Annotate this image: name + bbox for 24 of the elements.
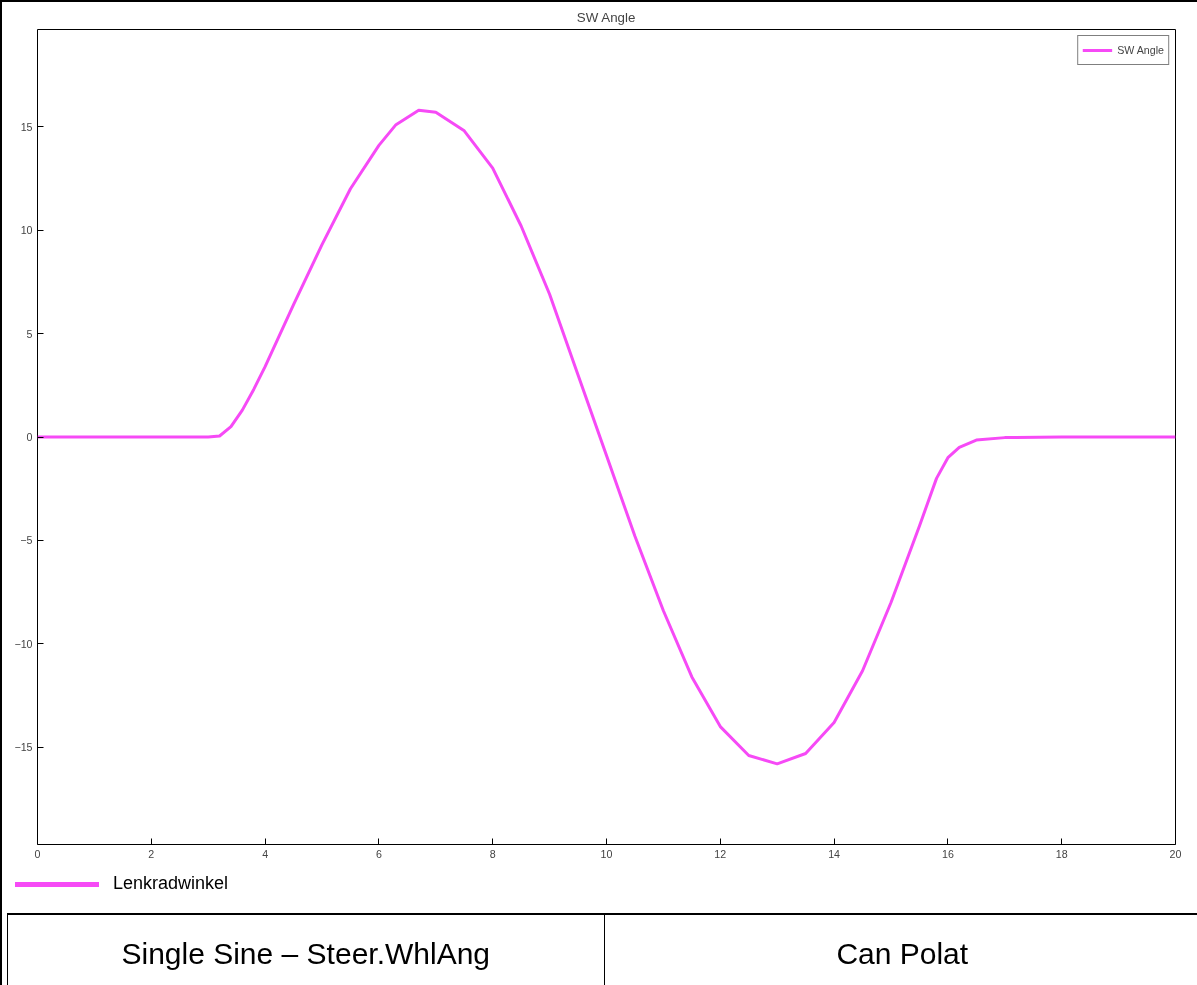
y-tick-label: −15 bbox=[14, 741, 33, 754]
chart-title: SW Angle bbox=[576, 9, 636, 25]
x-tick-label: 6 bbox=[375, 847, 382, 860]
text: Can Polat bbox=[603, 915, 1197, 985]
y-tick-label: −5 bbox=[20, 534, 33, 547]
y-tick-label: 10 bbox=[20, 224, 33, 237]
text: Lenkradwinkel bbox=[112, 872, 229, 896]
legend-label: SW Angle bbox=[1117, 44, 1164, 56]
x-tick-label: 10 bbox=[600, 847, 613, 860]
y-tick-label: 5 bbox=[26, 327, 33, 340]
x-tick-label: 16 bbox=[941, 847, 954, 860]
y-tick-label: −10 bbox=[14, 637, 33, 650]
x-tick-label: 20 bbox=[1169, 847, 1182, 860]
x-tick-label: 14 bbox=[828, 847, 841, 860]
line-series bbox=[37, 108, 1176, 766]
x-tick-label: 18 bbox=[1055, 847, 1068, 860]
y-tick-label: 0 bbox=[26, 431, 33, 443]
x-tick-label: 2 bbox=[148, 847, 155, 860]
x-tick-label: 12 bbox=[714, 847, 727, 860]
text: Single Sine – Steer.WhlAng bbox=[7, 915, 604, 985]
x-tick-label: 4 bbox=[262, 847, 269, 860]
x-tick-label: 8 bbox=[489, 847, 496, 860]
x-tick-label: 0 bbox=[34, 847, 41, 860]
y-tick-label: 15 bbox=[20, 120, 33, 133]
